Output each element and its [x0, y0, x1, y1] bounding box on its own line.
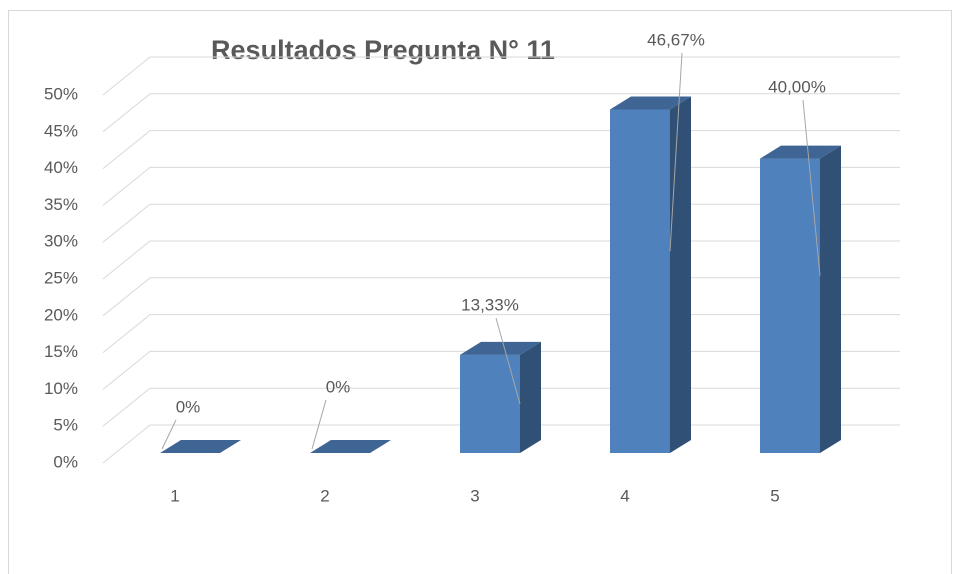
y-tick-label: 40% [44, 158, 78, 177]
data-label: 0% [326, 377, 351, 396]
y-tick-label: 50% [44, 84, 78, 103]
leader-line [311, 399, 327, 450]
data-label: 0% [176, 397, 201, 416]
y-tick-label: 45% [44, 121, 78, 140]
bar [610, 96, 691, 454]
bar-part [160, 440, 241, 453]
bar [160, 440, 241, 453]
bar-part [460, 354, 520, 453]
bar-part [760, 145, 841, 159]
x-tick-label: 1 [170, 486, 179, 505]
chart-title: Resultados Pregunta N° 11 [211, 35, 555, 65]
leader-line [495, 317, 521, 405]
data-label: 46,67% [647, 30, 705, 49]
y-tick-label: 20% [44, 305, 78, 324]
bar [460, 341, 541, 453]
bar-part [460, 341, 541, 355]
bar-part [520, 341, 541, 453]
bar-part [610, 96, 691, 110]
x-tick-label: 3 [470, 486, 479, 505]
grid-line [102, 93, 900, 133]
bar-part [760, 158, 820, 453]
y-tick-label: 15% [44, 342, 78, 361]
leader-line [161, 419, 177, 450]
y-tick-label: 25% [44, 268, 78, 287]
x-tick-label: 2 [320, 486, 329, 505]
bar [760, 145, 841, 453]
y-tick-label: 35% [44, 195, 78, 214]
bar [310, 440, 391, 453]
data-label: 40,00% [768, 77, 826, 96]
bar-part [610, 109, 670, 454]
bar-part [310, 440, 391, 453]
y-tick-label: 30% [44, 232, 78, 251]
x-tick-label: 4 [620, 486, 629, 505]
bar-part [670, 96, 691, 454]
y-tick-label: 5% [53, 416, 78, 435]
y-tick-label: 0% [53, 452, 78, 471]
grid-line [102, 56, 900, 96]
bar-part [820, 145, 841, 453]
data-label: 13,33% [461, 295, 519, 314]
x-tick-label: 5 [770, 486, 779, 505]
leader-line [802, 99, 821, 276]
leader-line [669, 52, 683, 252]
y-tick-label: 10% [44, 379, 78, 398]
